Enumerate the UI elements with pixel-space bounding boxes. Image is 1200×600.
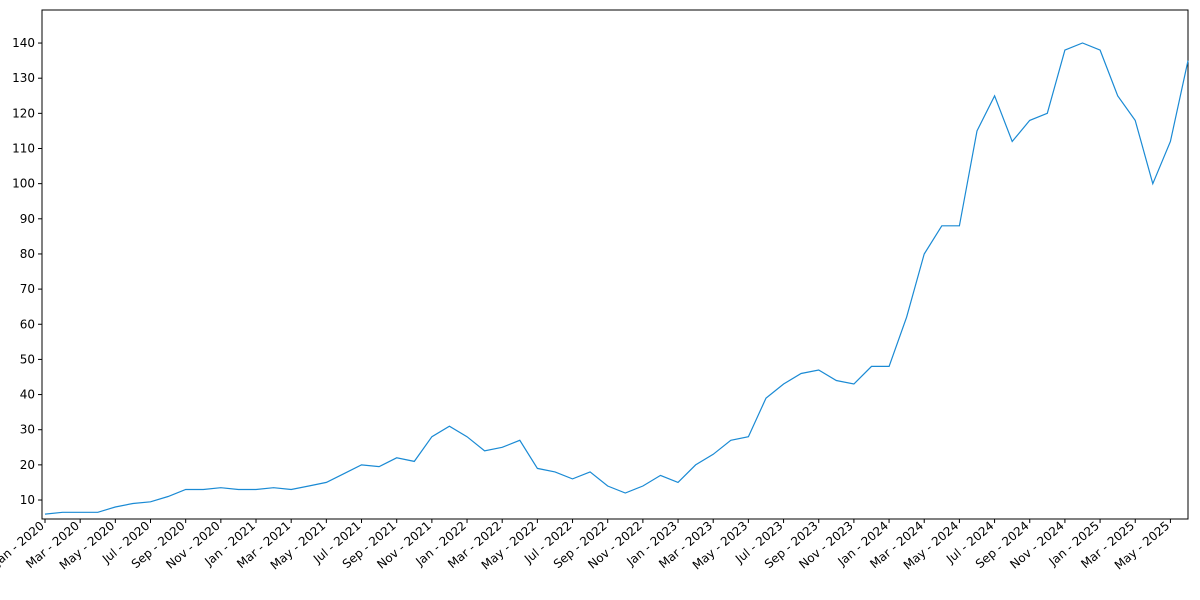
plot-frame xyxy=(41,9,1189,520)
price-line xyxy=(44,42,1189,515)
y-tick-label: 90 xyxy=(20,212,35,226)
y-tick-label: 130 xyxy=(12,71,35,85)
y-tick-label: 140 xyxy=(12,36,35,50)
y-tick-label: 120 xyxy=(12,106,35,120)
y-tick-label: 30 xyxy=(20,423,35,437)
y-tick-label: 80 xyxy=(20,247,35,261)
y-tick-label: 70 xyxy=(20,282,35,296)
y-tick-label: 100 xyxy=(12,177,35,191)
y-tick-label: 10 xyxy=(20,493,35,507)
y-tick-label: 20 xyxy=(20,458,35,472)
y-tick-label: 110 xyxy=(12,141,35,155)
y-tick-label: 60 xyxy=(20,317,35,331)
y-tick-label: 50 xyxy=(20,352,35,366)
y-tick-label: 40 xyxy=(20,388,35,402)
